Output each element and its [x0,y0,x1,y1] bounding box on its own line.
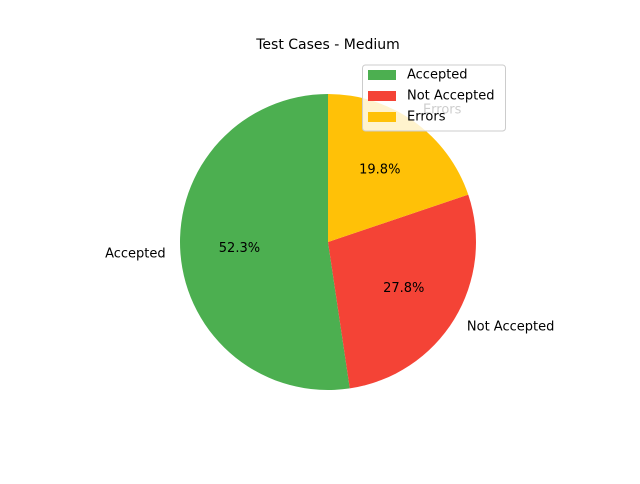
pie-slices [180,94,476,390]
legend-swatch [368,91,396,101]
percent-label: 19.8% [359,162,400,177]
legend-label: Not Accepted [407,89,494,104]
pie-slice-accepted [180,94,350,390]
pie-slice-not-accepted [328,194,476,389]
percent-label: 52.3% [219,241,260,256]
legend-swatch [368,70,396,80]
percent-labels: 52.3% 27.8% 19.8% [219,162,425,295]
chart-title: Test Cases - Medium [255,37,400,53]
percent-label: 27.8% [383,281,424,296]
category-label: Accepted [105,247,166,262]
legend-items: Accepted Not Accepted Errors [368,68,494,125]
legend: Accepted Not Accepted Errors [362,64,506,132]
legend-label: Accepted [407,68,468,83]
pie-slice-errors [328,94,469,242]
category-label: Not Accepted [467,319,554,334]
legend-label: Errors [407,110,446,125]
legend-swatch [368,112,396,122]
legend-frame [362,64,506,132]
